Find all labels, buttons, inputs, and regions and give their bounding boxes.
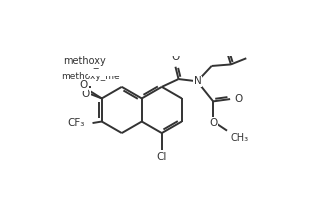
Text: OH: OH <box>249 47 265 57</box>
Text: CH₃: CH₃ <box>231 133 249 143</box>
Text: methoxy_me2: methoxy_me2 <box>51 58 120 68</box>
Text: O: O <box>235 94 243 104</box>
Text: methoxy_me: methoxy_me <box>61 72 120 81</box>
Text: N: N <box>194 76 202 86</box>
Text: Cl: Cl <box>157 152 167 162</box>
Text: methoxy: methoxy <box>91 64 140 74</box>
Text: methoxy_placeholder_white: methoxy_placeholder_white <box>69 21 302 39</box>
Text: O: O <box>223 38 231 48</box>
Text: O: O <box>82 89 90 99</box>
Text: O: O <box>171 52 179 62</box>
Text: CF₃: CF₃ <box>68 118 85 128</box>
Text: methoxy: methoxy <box>64 56 106 66</box>
Text: O: O <box>209 118 217 128</box>
Text: O: O <box>79 80 87 90</box>
Text: methoxy_label: methoxy_label <box>50 54 121 65</box>
